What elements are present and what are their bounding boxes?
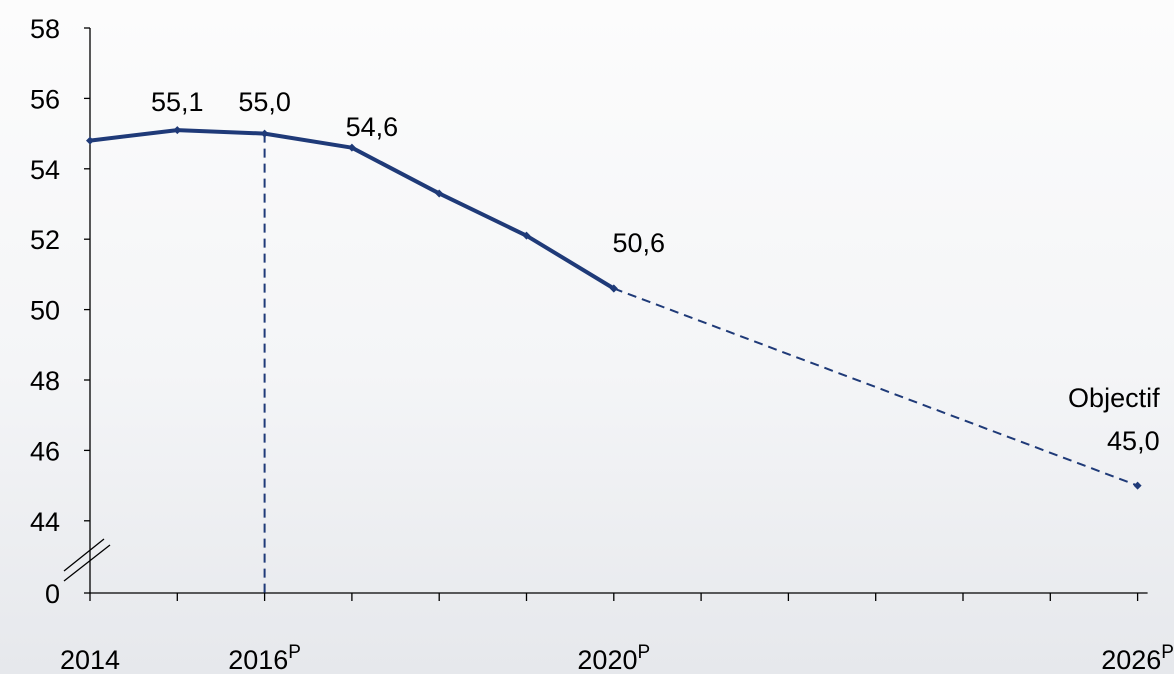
projection-line	[613, 287, 1138, 487]
data-point	[609, 284, 618, 293]
data-point	[347, 143, 356, 152]
data-point	[522, 231, 531, 240]
data-point	[435, 189, 444, 198]
y-tick-label: 54	[30, 155, 60, 185]
x-tick-label: 2020P	[577, 642, 650, 674]
y-tick-label: 50	[30, 296, 60, 326]
data-label: 50,6	[613, 228, 666, 258]
x-tick-label: 2026P	[1101, 642, 1174, 674]
x-tick-label: 2014	[60, 645, 120, 674]
data-point	[173, 126, 182, 135]
y-tick-label: 58	[30, 14, 60, 44]
y-tick-label: 46	[30, 436, 60, 466]
y-tick-label: 56	[30, 84, 60, 114]
axis-break-mark	[63, 544, 111, 582]
y-tick-label: 52	[30, 225, 60, 255]
y-tick-label: 48	[30, 366, 60, 396]
data-label-title: Objectif	[1068, 383, 1160, 413]
actual-line	[89, 128, 615, 291]
data-point	[260, 129, 269, 138]
x-tick-label: 2016P	[228, 642, 301, 674]
data-label: 55,0	[238, 87, 291, 117]
data-point	[1133, 481, 1142, 490]
y-tick-label: 44	[30, 507, 60, 537]
data-label: 54,6	[346, 112, 399, 142]
axis-break-mark	[63, 538, 105, 572]
data-label: 55,1	[151, 87, 204, 117]
y-tick-label: 0	[45, 579, 60, 609]
data-label: 45,0	[1107, 426, 1160, 456]
data-point	[86, 136, 94, 145]
